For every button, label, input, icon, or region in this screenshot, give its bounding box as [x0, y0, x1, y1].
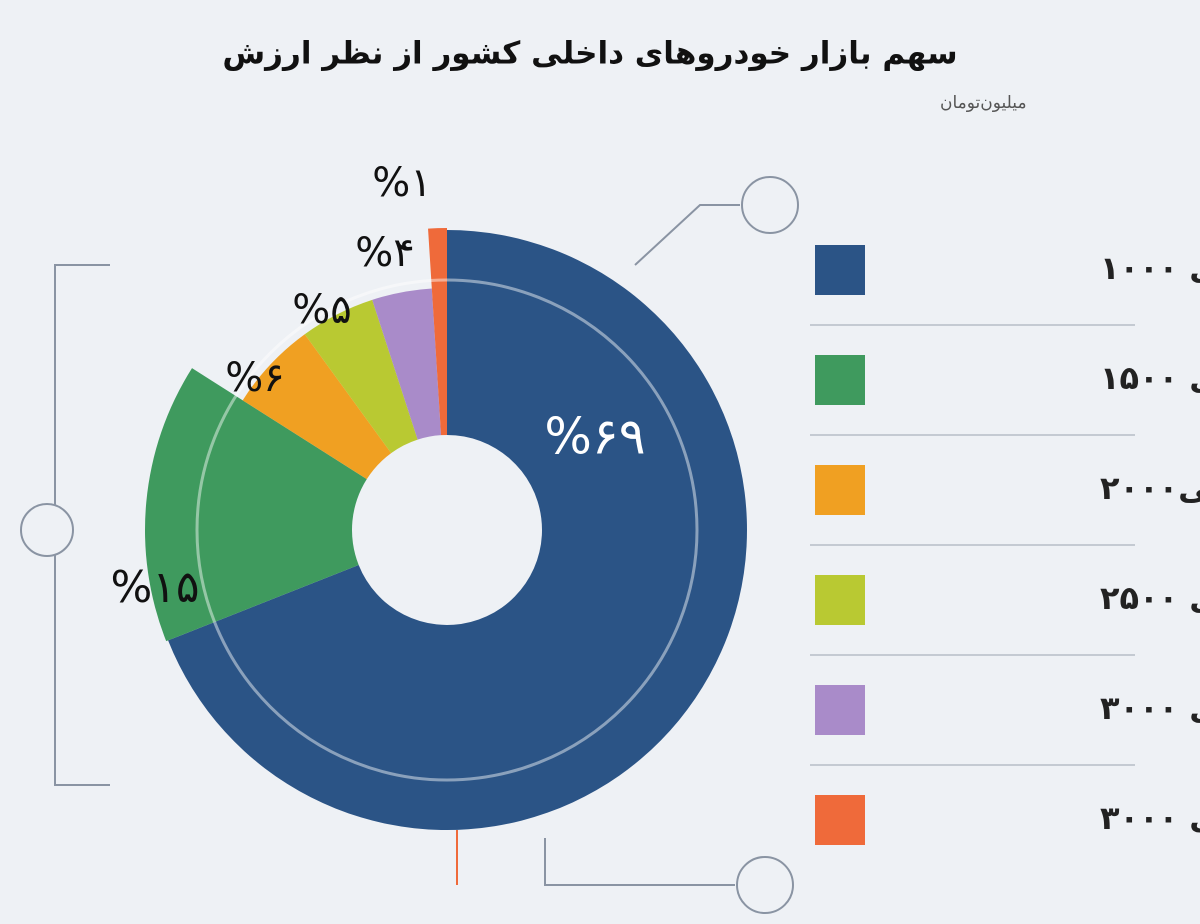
legend-label: ۵۰۰ الی ۱۰۰۰ — [1100, 249, 1200, 287]
connector-bottom — [544, 838, 735, 886]
value-label: %۴ — [355, 230, 415, 276]
donut — [145, 228, 748, 831]
chart-title: سهم بازار خودروهای داخلی کشور از نظر ارز… — [222, 36, 957, 72]
legend-label: ۱۵۰۰ الی۲۰۰۰ — [1100, 469, 1200, 507]
car-icon-circle — [741, 176, 799, 234]
legend-swatch — [815, 465, 865, 515]
donut-slice — [168, 230, 748, 831]
donut-slice — [372, 288, 442, 440]
donut-slice — [428, 228, 447, 436]
value-label: %۱۵ — [110, 562, 199, 613]
car-icon-circle — [736, 856, 794, 914]
value-label: %۶۹ — [544, 408, 645, 466]
legend-swatch — [815, 575, 865, 625]
legend-label: بالای ۳۰۰۰ — [1100, 799, 1200, 837]
donut-slice — [304, 299, 418, 454]
legend-swatch — [815, 355, 865, 405]
legend: ۵۰۰ الی ۱۰۰۰ ۱۰۰۰ الی ۱۵۰۰ ۱۵۰۰ الی۲۰۰۰ ۲۰۰… — [810, 245, 1200, 845]
donut-slice — [242, 334, 392, 480]
legend-swatch — [815, 795, 865, 845]
car-icon-circle — [20, 503, 74, 557]
legend-label: ۲۰۰۰ الی ۲۵۰۰ — [1100, 579, 1200, 617]
value-label: %۵ — [292, 287, 352, 333]
legend-swatch — [815, 245, 865, 295]
value-label: %۶ — [225, 355, 285, 401]
legend-label: ۲۵۰۰ الی ۳۰۰۰ — [1100, 689, 1200, 727]
donut-slice — [145, 368, 367, 642]
connector-top — [634, 204, 740, 266]
value-label: %۱ — [372, 160, 432, 206]
legend-swatch — [815, 685, 865, 735]
decor-lines — [20, 176, 799, 914]
chart-subtitle: میلیون‌تومان — [940, 93, 1027, 113]
inner-ring — [195, 278, 699, 782]
legend-label: ۱۰۰۰ الی ۱۵۰۰ — [1100, 359, 1200, 397]
